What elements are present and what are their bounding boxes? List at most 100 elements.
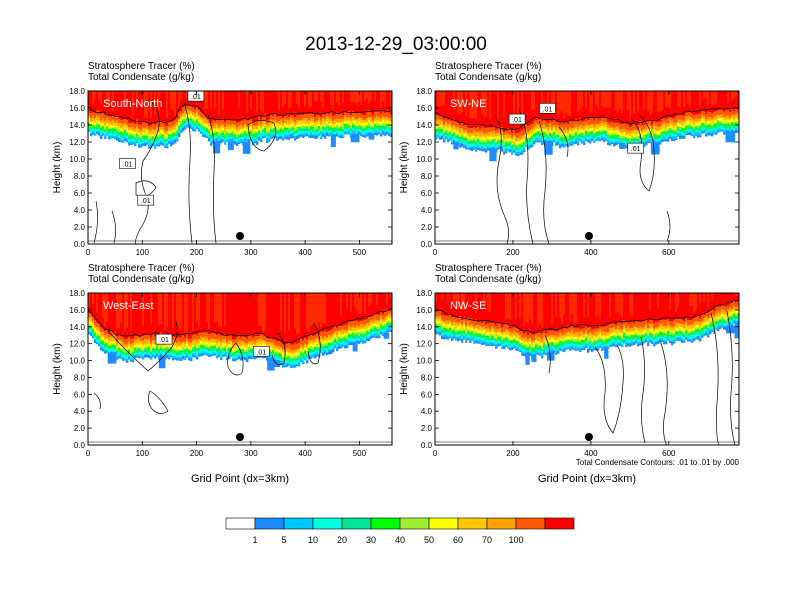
condensate-contour: [660, 342, 668, 445]
x-tick-label: 100: [136, 248, 150, 257]
condensate-contour: [594, 344, 624, 434]
contour-label: .01: [256, 349, 266, 356]
y-tick-label: 14.0: [69, 121, 85, 130]
y-tick-label: 6.0: [74, 390, 86, 399]
panel-header-condensate: Total Condensate (g/kg): [435, 274, 541, 285]
plot-frame: [87, 90, 393, 245]
x-tick-label: 400: [298, 449, 312, 458]
y-tick-label: 2.0: [421, 424, 433, 433]
y-tick-label: 16.0: [416, 104, 432, 113]
colorbar-swatch: [225, 517, 256, 530]
panel-header-condensate: Total Condensate (g/kg): [88, 274, 194, 285]
y-tick-label: 12.0: [69, 340, 85, 349]
tropopause-line: [435, 299, 739, 334]
x-tick-label: 300: [244, 449, 258, 458]
condensate-contours: [88, 98, 392, 244]
condensate-contour: [726, 310, 736, 445]
y-tick-label: 6.0: [421, 390, 433, 399]
panel-header-condensate: Total Condensate (g/kg): [435, 72, 541, 83]
contour-note: Total Condensate Contours: .01 to .01 by…: [576, 458, 740, 467]
y-tick-label: 14.0: [416, 121, 432, 130]
y-tick-label: 4.0: [421, 407, 433, 416]
y-tick-label: 16.0: [416, 306, 432, 315]
y-tick-label: 0.0: [421, 441, 433, 450]
x-tick-label: 400: [298, 248, 312, 257]
y-tick-label: 0.0: [74, 441, 86, 450]
y-tick-label: 14.0: [416, 323, 432, 332]
y-tick-label: 18.0: [69, 289, 85, 298]
condensate-contour: [207, 114, 217, 244]
y-tick-label: 4.0: [421, 206, 433, 215]
condensate-contour: [135, 98, 160, 244]
figure-title: 2013-12-29_03:00:00: [305, 34, 487, 55]
y-tick-label: 12.0: [416, 340, 432, 349]
colorbar-swatch: [283, 517, 314, 530]
location-marker: [236, 433, 244, 441]
y-tick-label: 8.0: [421, 373, 433, 382]
contour-label-box: [627, 142, 644, 154]
y-tick-label: 8.0: [74, 373, 86, 382]
y-axis-label: Height (km): [52, 343, 63, 395]
colorbar-swatch: [428, 517, 459, 530]
x-tick-label: 300: [244, 248, 258, 257]
y-axis-label: Height (km): [52, 142, 63, 194]
contour-label: .01: [159, 337, 169, 344]
contour-label-box: [252, 345, 270, 357]
condensate-contour: [518, 108, 534, 244]
condensate-contour: [93, 200, 98, 244]
condensate-contour: [111, 210, 116, 244]
panel-header-tracer: Stratosphere Tracer (%): [435, 263, 542, 274]
contour-label: .01: [123, 161, 133, 168]
x-tick-label: 200: [506, 449, 520, 458]
x-tick-label: 500: [353, 248, 367, 257]
y-tick-label: 10.0: [69, 357, 85, 366]
contour-label-box: [119, 158, 136, 169]
y-tick-label: 4.0: [74, 407, 86, 416]
y-tick-label: 10.0: [416, 357, 432, 366]
condensate-contour: [107, 320, 178, 372]
colorbar-swatch: [544, 517, 575, 530]
y-tick-label: 8.0: [421, 172, 433, 181]
x-tick-label: 400: [584, 449, 598, 458]
y-tick-label: 16.0: [69, 306, 85, 315]
condensate-contour: [538, 120, 550, 244]
x-tick-label: 0: [86, 449, 91, 458]
panel-label: West-East: [103, 300, 154, 312]
colorbar-label: 20: [337, 535, 347, 545]
contour-label: .01: [141, 198, 151, 205]
panel-south-north: Stratosphere Tracer (%)Total Condensate …: [52, 61, 393, 257]
condensate-contour: [307, 322, 321, 365]
colorbar: 1 5 10 20 30 40 50 60 70 100: [225, 517, 575, 545]
condensate-contour: [93, 392, 101, 410]
y-tick-label: 6.0: [74, 189, 86, 198]
colorbar-label: 5: [281, 535, 286, 545]
colorbar-label: 40: [395, 535, 405, 545]
panel-header-tracer: Stratosphere Tracer (%): [88, 61, 195, 72]
y-tick-label: 8.0: [74, 172, 86, 181]
condensate-contour: [271, 332, 286, 366]
panel-header-condensate: Total Condensate (g/kg): [88, 72, 194, 83]
tracer-field: [88, 293, 392, 443]
condensate-contour: [640, 336, 646, 444]
y-tick-label: 4.0: [74, 206, 86, 215]
x-tick-label: 0: [86, 248, 91, 257]
x-tick-label: 0: [433, 449, 438, 458]
panel-label: NW-SE: [450, 300, 486, 312]
condensate-contour: [544, 334, 551, 374]
plot-frame: [434, 90, 740, 245]
colorbar-label: 60: [453, 535, 463, 545]
location-marker: [236, 232, 244, 240]
colorbar-swatch: [399, 517, 430, 530]
y-tick-label: 10.0: [69, 155, 85, 164]
y-tick-label: 12.0: [69, 138, 85, 147]
panel-label: South-North: [103, 98, 162, 110]
y-tick-label: 12.0: [416, 138, 432, 147]
x-tick-label: 400: [584, 248, 598, 257]
y-tick-label: 2.0: [74, 424, 86, 433]
x-tick-label: 100: [136, 449, 150, 458]
x-tick-label: 200: [190, 248, 204, 257]
location-marker: [584, 232, 593, 240]
x-tick-label: 0: [433, 248, 438, 257]
colorbar-label: 1: [252, 535, 257, 545]
tracer-field: [435, 91, 739, 244]
